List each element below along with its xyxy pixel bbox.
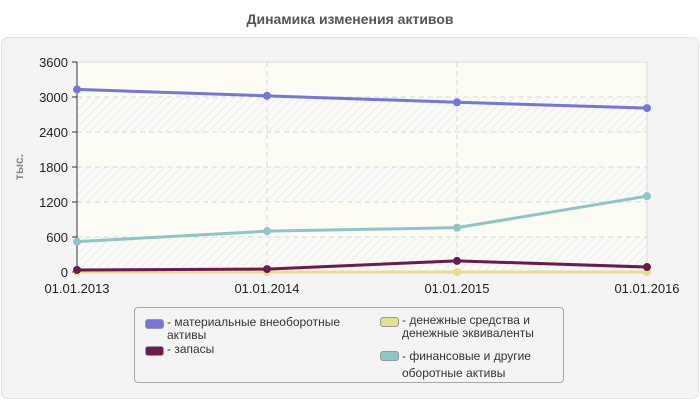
legend-item-inventory[interactable]: - запасы [145,343,214,356]
data-point[interactable] [73,85,81,94]
x-tick-label: 01.01.2014 [234,281,299,296]
data-point[interactable] [453,256,461,265]
chart-title: Динамика изменения активов [246,11,454,27]
legend-label: - материальные внеоборотные активы [167,315,340,342]
data-point[interactable] [453,223,461,232]
legend-swatch-icon [145,346,164,356]
series-line [76,259,648,272]
data-point[interactable] [453,268,461,276]
legend-label: - запасы [167,342,215,356]
plot-band [77,97,647,132]
legend-item-cash[interactable]: - денежные средства и денежные эквивален… [380,314,534,340]
x-tick-label: 01.01.2015 [424,281,489,296]
chart-legend: - материальные внеоборотные активы - зап… [134,307,564,383]
data-point[interactable] [263,91,271,100]
y-tick-label: 1200 [39,195,68,210]
y-axis-label: тыс. [12,154,26,180]
plot-band [77,237,647,272]
y-tick-label: 1800 [39,160,68,175]
data-point[interactable] [643,104,651,113]
legend-label: - денежные средства и денежные эквивален… [402,313,534,340]
legend-swatch-icon [145,319,164,329]
series-line [76,194,648,244]
x-tick-label: 01.01.2013 [44,281,109,296]
legend-item-tangible-assets[interactable]: - материальные внеоборотные активы [145,316,340,342]
plot-band [77,202,647,237]
tick-labels: 0 600 1200 1800 2400 3000 3600 01.01.2013 01.01.… [39,55,679,296]
y-tick-label: 0 [61,265,68,280]
data-point[interactable] [263,265,271,274]
y-tick-label: 3600 [39,55,68,70]
y-tick-label: 2400 [39,125,68,140]
data-point[interactable] [643,192,651,201]
data-point[interactable] [73,237,81,246]
plot-band [77,167,647,202]
legend-swatch-icon [380,317,399,327]
plot-band [77,132,647,167]
data-point[interactable] [453,98,461,107]
legend-label: - финансовые и другие оборотные активы [402,349,531,380]
data-point[interactable] [643,263,651,272]
y-tick-label: 3000 [39,90,68,105]
series-lines [73,85,651,276]
y-tick-label: 600 [46,230,68,245]
series-line [76,87,648,110]
legend-item-financial-assets[interactable]: - финансовые и другие оборотные активы [380,348,531,382]
legend-swatch-icon [380,351,399,361]
x-tick-label: 01.01.2016 [614,281,679,296]
data-point[interactable] [263,227,271,236]
data-point[interactable] [73,265,81,274]
